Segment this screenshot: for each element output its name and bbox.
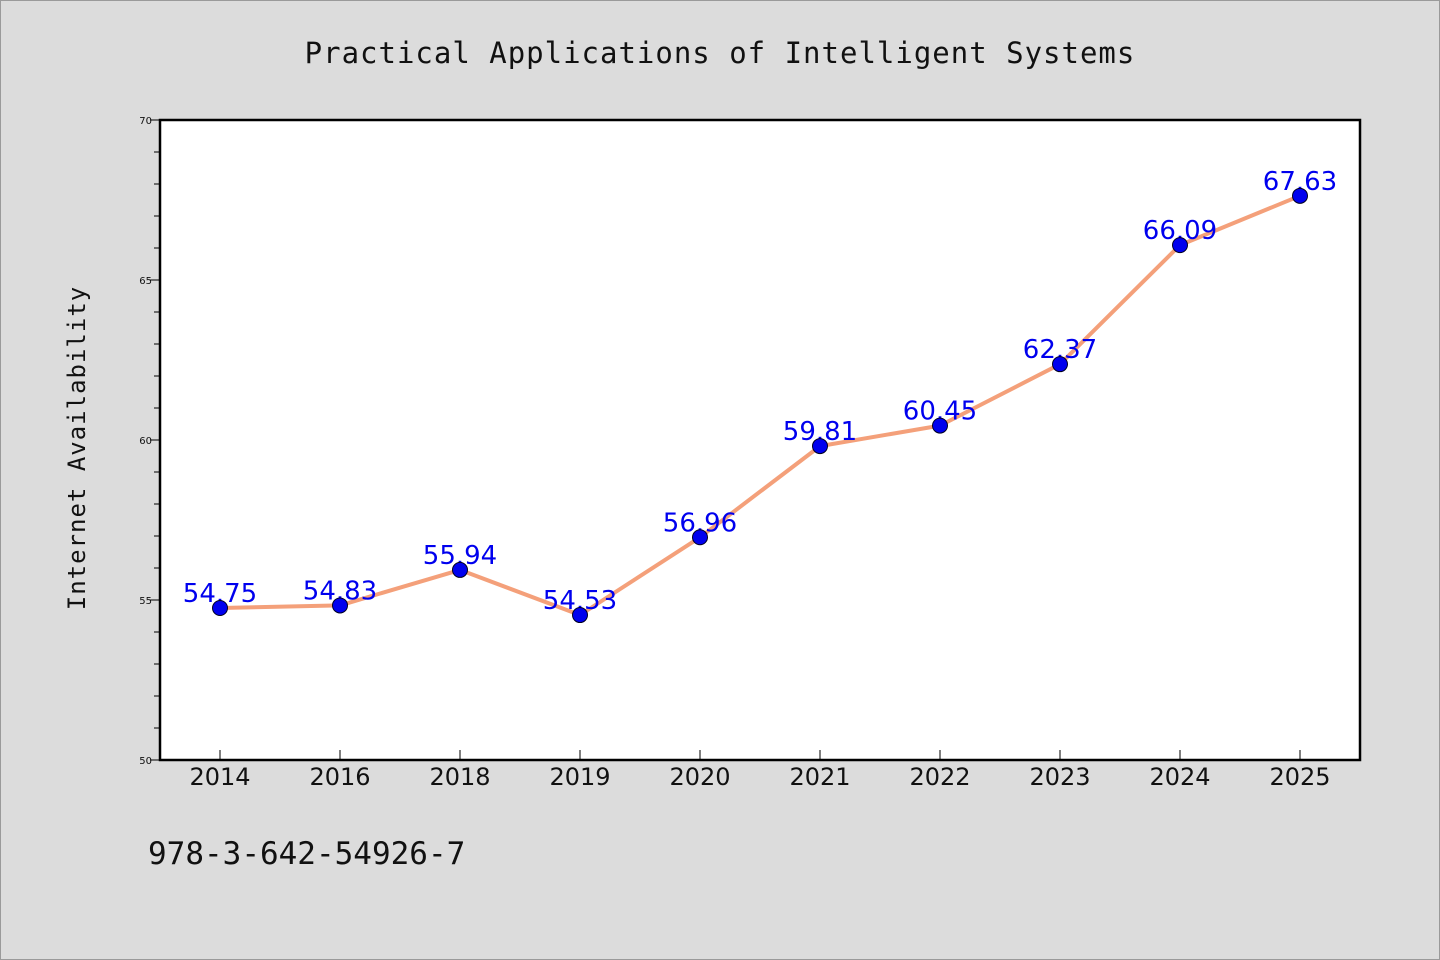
x-tick-label: 2020 [669, 763, 730, 791]
x-tick-label: 2019 [549, 763, 610, 791]
data-point-marker [812, 438, 828, 455]
isbn-text: 978-3-642-54926-7 [148, 836, 465, 872]
x-tick-label: 2025 [1269, 763, 1330, 791]
plot-area [160, 120, 1360, 760]
x-axis: 2014 2016 2018 2019 2020 2021 2022 2023 2024 2025 [189, 750, 1331, 791]
data-point-marker [452, 561, 468, 578]
x-tick-label: 2022 [909, 763, 970, 791]
data-point-marker [1052, 356, 1068, 373]
chart-title: Practical Applications of Intelligent Sy… [305, 36, 1136, 70]
series-line [218, 193, 1302, 617]
x-tick-label: 2016 [309, 763, 370, 791]
x-tick-label: 2023 [1029, 763, 1090, 791]
x-tick-label: 2014 [189, 763, 250, 791]
x-tick-label: 2024 [1149, 763, 1210, 791]
y-tick-label: 65 [139, 276, 152, 287]
data-point-marker [932, 417, 948, 434]
data-point-marker [692, 529, 708, 546]
data-point-marker [572, 607, 588, 624]
data-point-marker [332, 597, 348, 614]
y-tick-label: 60 [139, 436, 152, 447]
data-point-marker [212, 600, 228, 616]
y-axis-label: Internet Availability [63, 286, 91, 610]
series-line-group [218, 193, 1302, 617]
plot-border [158, 118, 1362, 762]
markers-group [212, 187, 1308, 624]
y-axis: 50 55 60 65 70 [139, 116, 160, 767]
y-tick-label: 70 [139, 116, 152, 127]
x-tick-label: 2021 [789, 763, 850, 791]
data-point-marker [1292, 187, 1308, 204]
y-tick-label: 55 [139, 596, 152, 607]
x-tick-label: 2018 [429, 763, 490, 791]
y-tick-label: 50 [139, 756, 152, 767]
data-point-marker [1172, 237, 1188, 254]
